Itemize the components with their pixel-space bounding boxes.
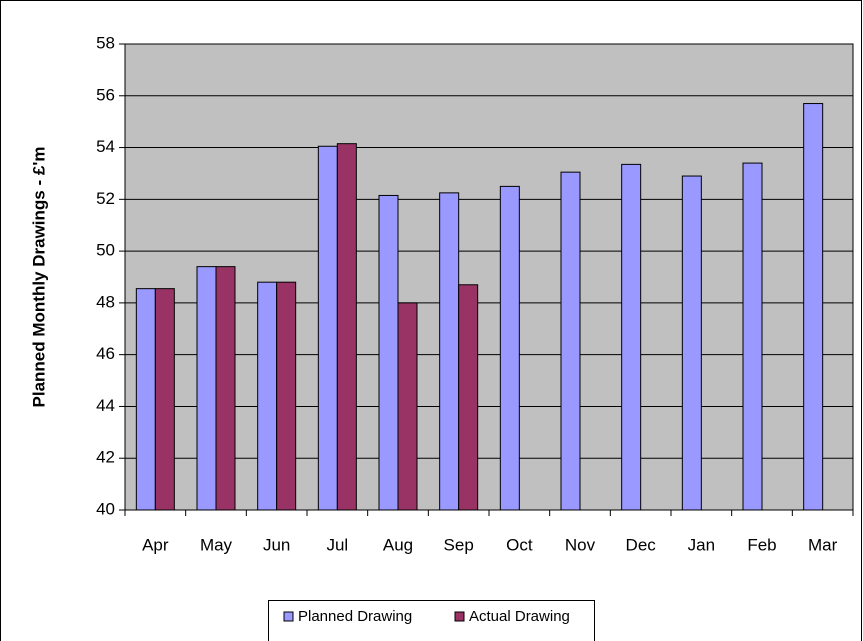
x-tick-label: Jun [263, 535, 290, 554]
bar [154, 288, 175, 511]
y-tick-label: 42 [96, 448, 115, 467]
bar [397, 302, 418, 511]
plot-border [124, 43, 854, 511]
x-tick-label: Jan [688, 535, 715, 554]
y-tick-label: 48 [96, 292, 115, 311]
bar [336, 143, 357, 511]
y-tick-label: 52 [96, 189, 115, 208]
y-tick-label: 40 [96, 499, 115, 518]
x-tick-label: Jul [326, 535, 348, 554]
x-tick-label: Dec [626, 535, 657, 554]
bar [742, 162, 763, 511]
x-tick-label: Feb [747, 535, 776, 554]
bar [439, 192, 460, 511]
bar [458, 284, 479, 511]
bar [681, 175, 702, 511]
x-tick-label: Mar [808, 535, 838, 554]
bar [317, 145, 338, 511]
bar [560, 171, 581, 511]
y-tick-label: 50 [96, 241, 115, 260]
plot-background [125, 44, 853, 510]
x-tick-label: Apr [142, 535, 169, 554]
x-tick-label: Oct [506, 535, 533, 554]
bar [378, 194, 399, 511]
bar [215, 266, 236, 511]
bar [803, 103, 824, 511]
bar [499, 185, 520, 511]
x-tick-label: Aug [383, 535, 413, 554]
y-tick-label: 58 [96, 33, 115, 52]
y-tick-label: 56 [96, 85, 115, 104]
x-tick-label: Nov [565, 535, 596, 554]
bar [621, 163, 642, 511]
legend-swatch [454, 611, 465, 622]
bar [196, 266, 217, 511]
bar [276, 281, 297, 511]
y-tick-label: 54 [96, 137, 115, 156]
legend-swatch [283, 611, 294, 622]
legend-label: Planned Drawing [298, 608, 412, 625]
legend [268, 600, 595, 641]
bar [257, 281, 278, 511]
x-tick-label: May [200, 535, 233, 554]
bar [135, 288, 156, 511]
y-tick-label: 44 [96, 396, 115, 415]
y-tick-label: 46 [96, 344, 115, 363]
y-axis-label: Planned Monthly Drawings - £'m [29, 147, 48, 408]
legend-label: Actual Drawing [469, 608, 570, 625]
x-tick-label: Sep [444, 535, 474, 554]
